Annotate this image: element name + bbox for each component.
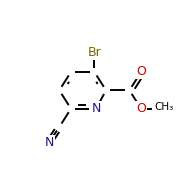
Text: CH₃: CH₃ [155,102,174,112]
Text: N: N [91,102,101,115]
Text: O: O [136,102,146,115]
Text: O: O [136,65,146,78]
Text: Br: Br [87,46,101,59]
Text: N: N [45,136,54,149]
